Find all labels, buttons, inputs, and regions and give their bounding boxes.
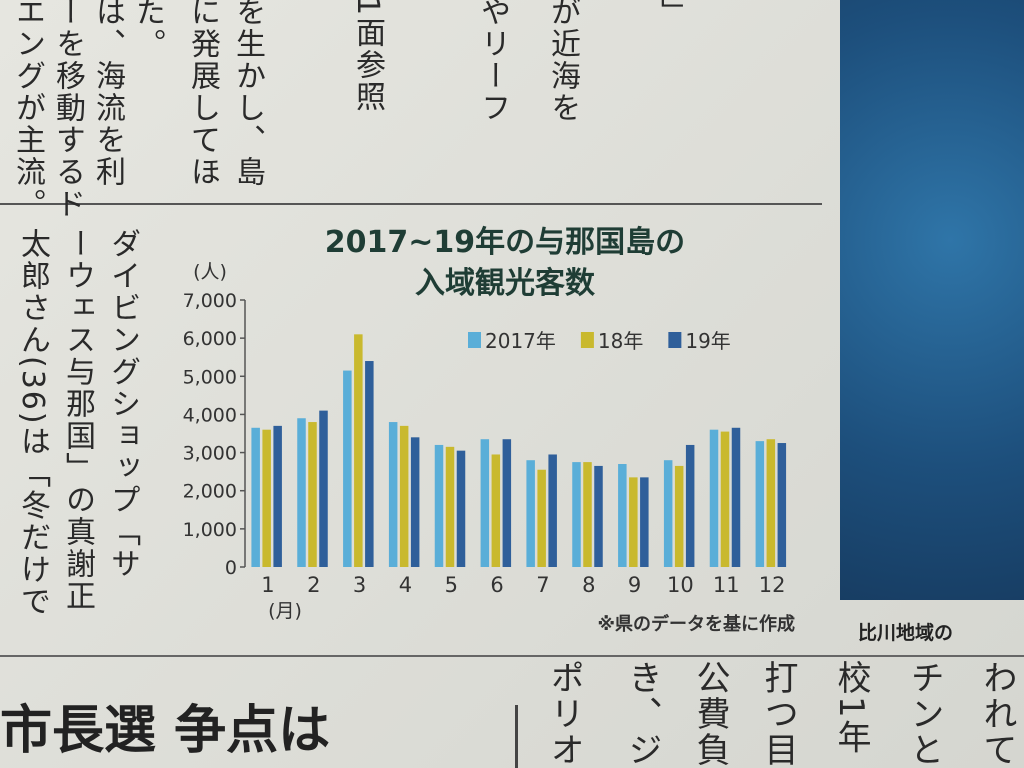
bar — [410, 437, 420, 567]
rule — [0, 203, 822, 205]
y-tick-label: 1,000 — [183, 519, 237, 541]
text-column: われて — [977, 660, 1017, 768]
bar — [766, 439, 776, 567]
bar — [755, 441, 765, 567]
bar — [526, 460, 535, 567]
rule — [0, 655, 1024, 657]
x-unit: (月) — [268, 600, 302, 622]
x-tick-label: 6 — [490, 573, 503, 597]
legend-label: 18年 — [598, 329, 643, 353]
x-tick-label: 3 — [353, 573, 366, 597]
legend-swatch — [668, 332, 682, 348]
y-tick-label: 4,000 — [183, 404, 237, 426]
bar — [273, 425, 282, 567]
y-tick-label: 5,000 — [183, 366, 237, 388]
y-tick-label: 0 — [225, 557, 237, 579]
x-tick-label: 1 — [261, 573, 274, 597]
x-tick-label: 4 — [399, 573, 412, 597]
photo-caption: 比川地域の — [858, 622, 954, 644]
text-column: 」 — [655, 0, 690, 28]
bar — [674, 465, 684, 567]
bar — [319, 410, 328, 567]
bar — [777, 443, 787, 567]
bar — [445, 446, 455, 567]
text-column: ポリオ — [544, 660, 584, 768]
legend-label: 19年 — [685, 329, 730, 353]
bar — [456, 450, 466, 567]
bar — [548, 454, 557, 567]
bar — [537, 469, 546, 567]
bar — [480, 439, 490, 567]
text-column: ーウェス与那国」の真謝正 — [60, 228, 95, 612]
chart-title: 2017~19年の与那国島の — [325, 225, 685, 260]
bar — [308, 422, 317, 567]
y-tick-label: 6,000 — [183, 328, 237, 350]
legend-label: 2017年 — [485, 329, 556, 353]
x-tick-label: 10 — [667, 573, 694, 597]
bar — [583, 462, 592, 567]
text-column: エングが主流。 — [10, 0, 45, 220]
bar — [629, 477, 638, 567]
bar — [297, 418, 306, 567]
bar — [388, 422, 398, 567]
text-column: が近海を — [545, 0, 580, 124]
text-column: 太郎さん(36)は「冬だけで — [15, 228, 50, 618]
bar — [731, 427, 741, 567]
text-column: やリーフ — [475, 0, 510, 124]
bar — [434, 444, 444, 567]
bar — [709, 429, 719, 567]
bar — [399, 425, 409, 567]
bar — [685, 444, 695, 567]
bar — [251, 427, 260, 567]
text-column: チンと — [904, 660, 944, 768]
text-column: を生かし、島 — [230, 0, 265, 188]
y-unit: (人) — [193, 261, 227, 283]
x-tick-label: 9 — [628, 573, 641, 597]
x-tick-label: 7 — [536, 573, 549, 597]
bar — [343, 370, 352, 567]
bar — [365, 361, 374, 567]
text-column: は、海流を利 — [90, 0, 125, 188]
text-column: き、ジ — [622, 660, 662, 768]
bar — [663, 460, 673, 567]
text-column: 1面参照 — [350, 0, 385, 114]
y-tick-label: 3,000 — [183, 443, 237, 465]
x-tick-label: 5 — [445, 573, 458, 597]
bar — [491, 454, 501, 567]
note: ※県のデータを基に作成 — [598, 613, 796, 635]
chart: 2017~19年の与那国島の 入域観光客数 (人) (月) ※県のデータを基に作… — [183, 225, 796, 635]
bar — [640, 477, 649, 567]
bar — [720, 431, 730, 567]
text-column: 打つ目 — [758, 660, 798, 768]
headline: 市長選 争点は — [0, 701, 331, 761]
photo — [840, 0, 1024, 600]
bar — [618, 464, 627, 567]
text-column: 校1年 — [831, 660, 871, 756]
text-column: ーを移動するド — [50, 0, 85, 220]
x-tick-label: 11 — [713, 573, 740, 597]
text-column: 公費負 — [690, 660, 730, 768]
y-tick-label: 7,000 — [183, 290, 237, 312]
y-tick-label: 2,000 — [183, 481, 237, 503]
text-column: に発展してほ — [185, 0, 220, 188]
bar — [262, 429, 271, 567]
bar — [572, 462, 581, 567]
legend-swatch — [468, 332, 481, 348]
x-tick-label: 12 — [759, 573, 786, 597]
bar — [594, 465, 603, 567]
bar — [502, 439, 512, 567]
text-column: ダイビングショップ「サ — [105, 228, 140, 580]
text-column: た。 — [130, 0, 165, 60]
chart-title: 入域観光客数 — [415, 266, 596, 301]
legend-swatch — [580, 332, 594, 348]
rule — [515, 705, 518, 768]
bar — [354, 334, 363, 567]
x-tick-label: 8 — [582, 573, 595, 597]
x-tick-label: 2 — [307, 573, 320, 597]
